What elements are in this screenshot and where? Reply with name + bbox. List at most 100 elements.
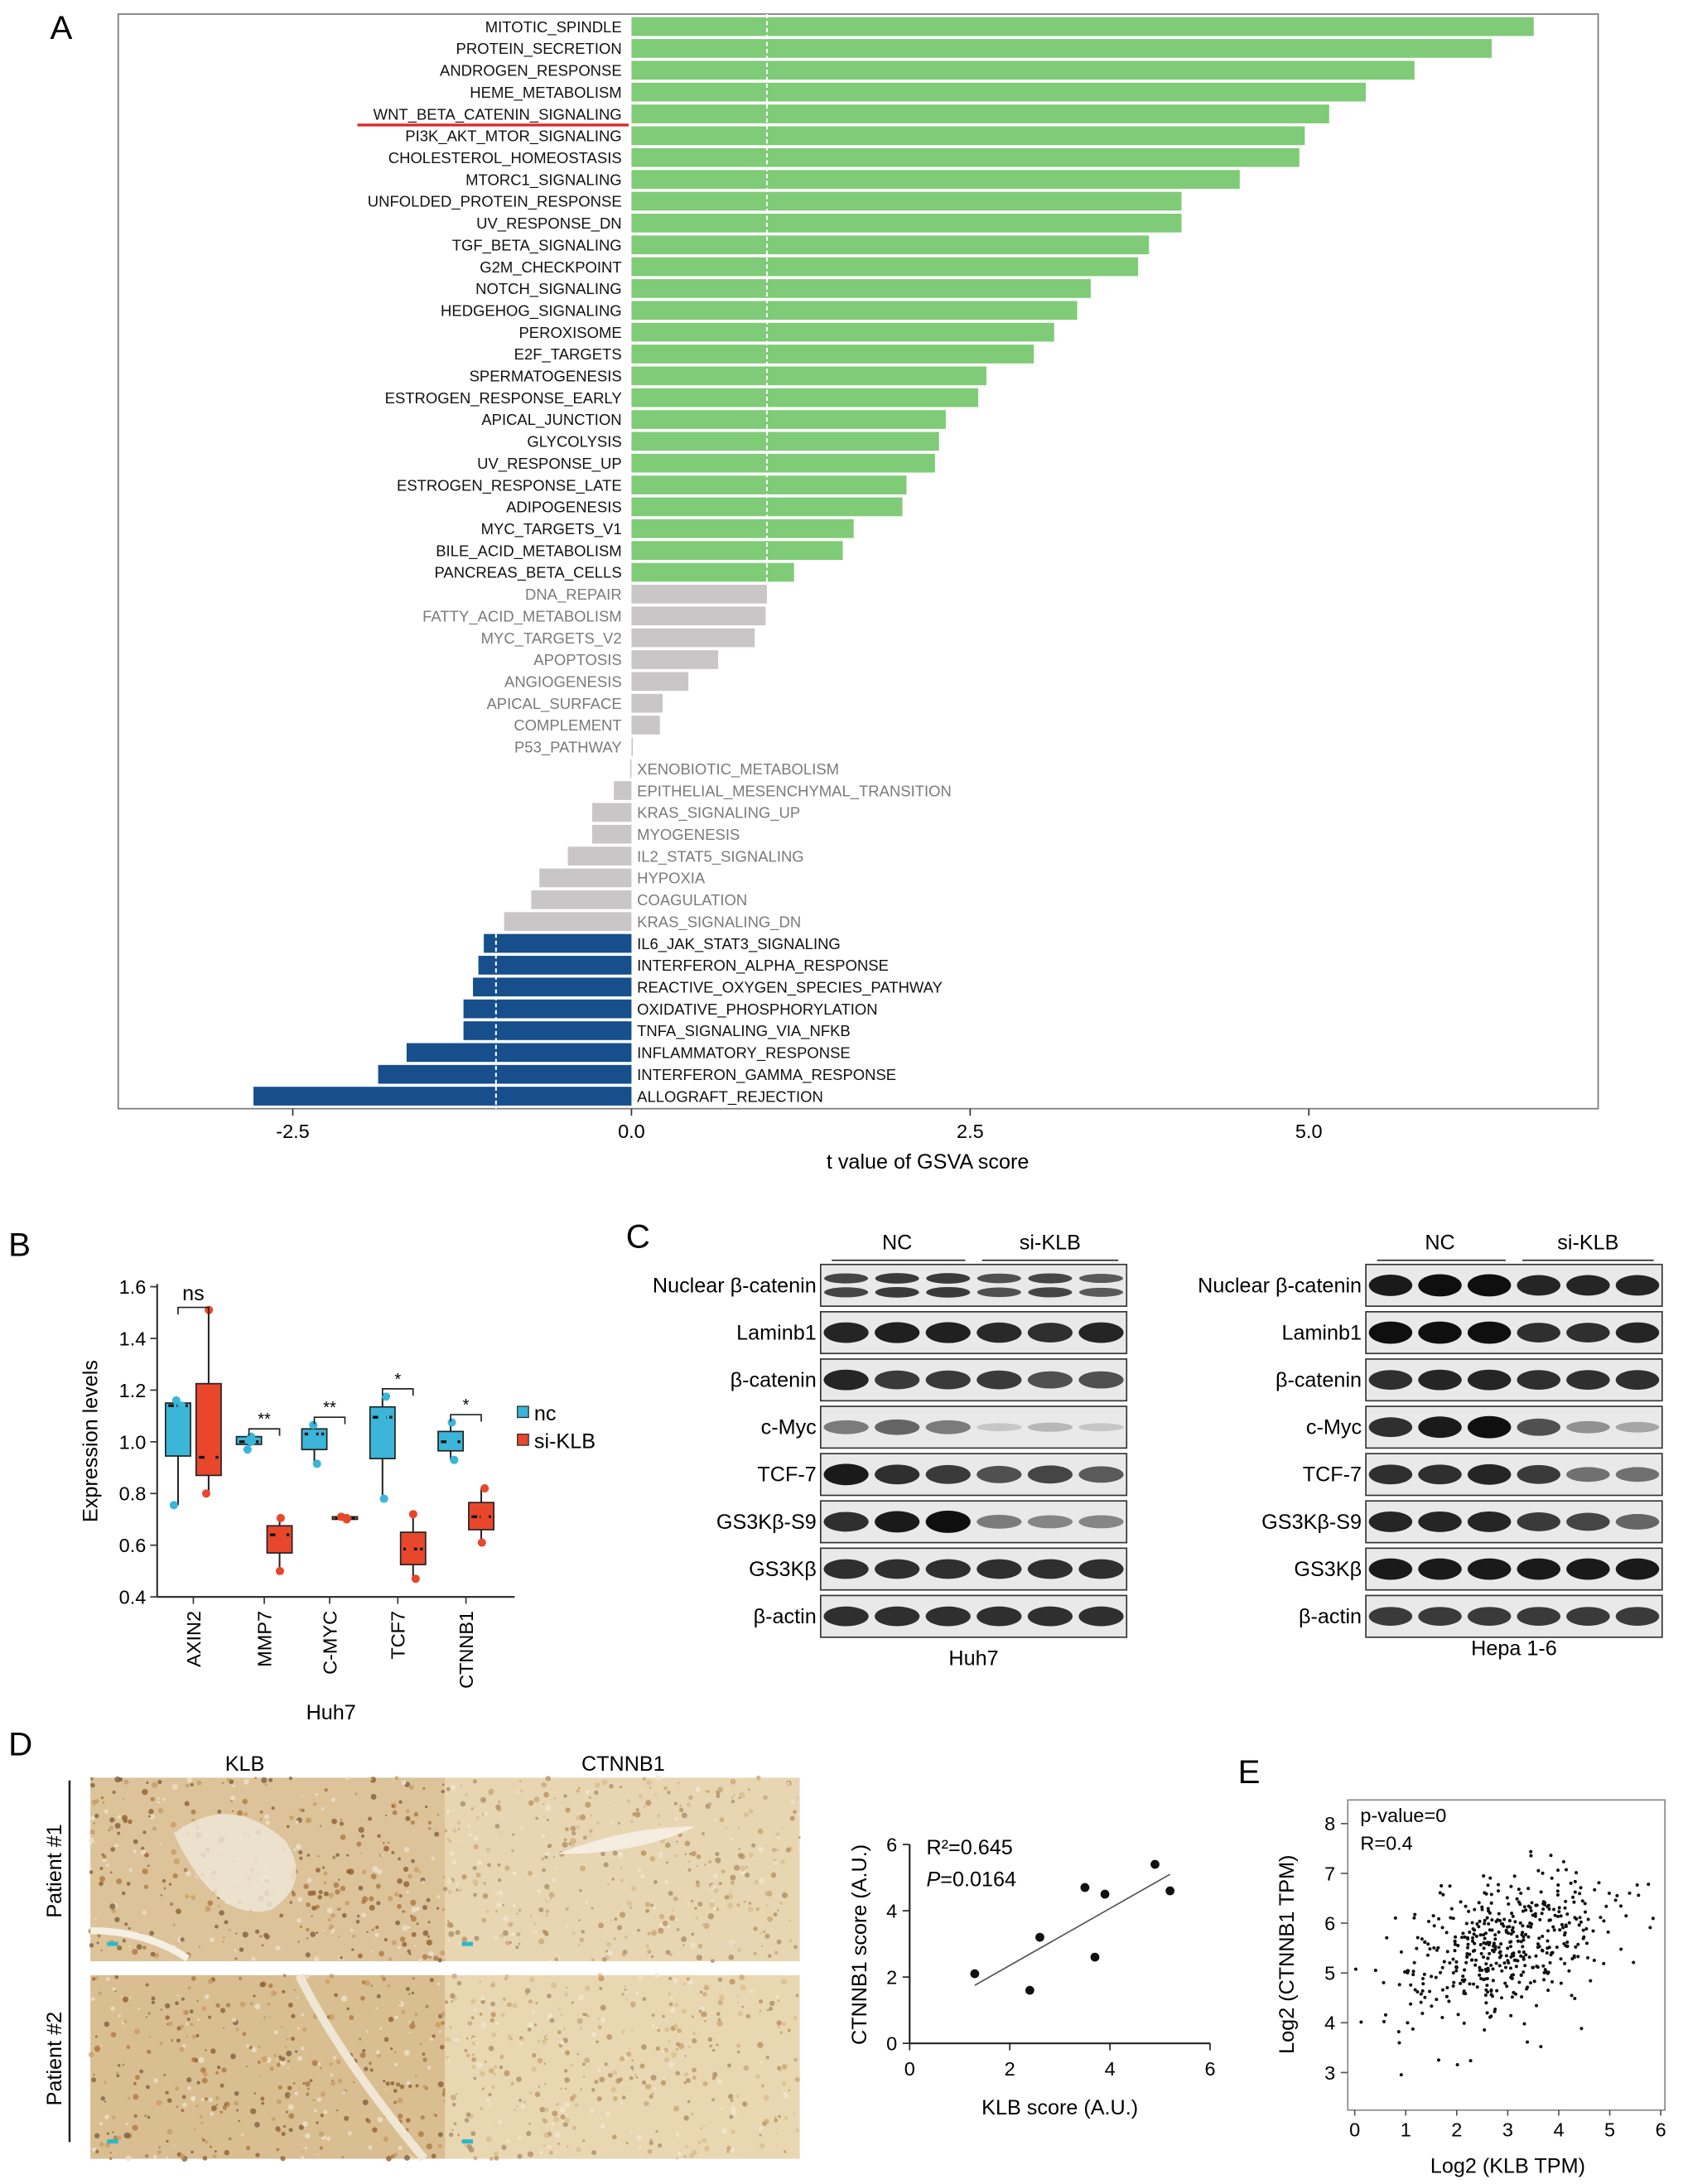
cell-nucleus: [696, 1883, 701, 1888]
cell-nucleus: [398, 1800, 403, 1804]
cell-nucleus: [145, 2085, 150, 2090]
cell-nucleus: [776, 1849, 779, 1851]
cell-nucleus: [122, 1797, 125, 1801]
cell-nucleus: [446, 1939, 450, 1942]
cell-nucleus: [434, 1831, 440, 1837]
cell-nucleus: [475, 1815, 480, 1820]
cell-nucleus: [503, 1916, 509, 1921]
data-point: [1403, 1969, 1407, 1974]
cell-nucleus: [645, 1800, 652, 1806]
x-axis-label: KLB score (A.U.): [981, 2096, 1138, 2119]
cell-nucleus: [431, 1856, 435, 1861]
cell-nucleus: [596, 2040, 599, 2044]
cell-nucleus: [182, 2009, 189, 2016]
cell-nucleus: [686, 2078, 691, 2084]
data-point: [1518, 1902, 1522, 1907]
cell-nucleus: [331, 1928, 335, 1932]
cell-nucleus: [736, 2050, 740, 2054]
data-point: [1406, 2021, 1410, 2025]
cell-nucleus: [286, 1825, 290, 1829]
y-axis-label: CTNNB1 score (A.U.): [848, 1844, 871, 2045]
data-point: [1541, 1871, 1545, 1875]
cell-nucleus: [315, 1904, 320, 1909]
cell-nucleus: [327, 1917, 331, 1922]
cell-nucleus: [747, 1788, 750, 1791]
cell-nucleus: [630, 2029, 634, 2032]
cell-nucleus: [707, 2037, 713, 2042]
cell-nucleus: [471, 2053, 475, 2056]
cell-nucleus: [518, 1942, 521, 1945]
protein-band: [977, 1606, 1022, 1627]
bar-label: IL6_JAK_STAT3_SIGNALING: [637, 935, 841, 953]
ihc-background: [445, 1974, 800, 2159]
cell-nucleus: [597, 2025, 602, 2030]
data-point: [1519, 1973, 1523, 1977]
cell-nucleus: [719, 1817, 725, 1823]
data-point: [1528, 1981, 1532, 1985]
cell-nucleus: [304, 2147, 307, 2150]
cell-nucleus: [166, 2129, 173, 2135]
x-tick-label: 4: [1553, 2119, 1564, 2141]
bar-interferon_gamma_response: [378, 1064, 632, 1084]
cell-nucleus: [413, 1811, 419, 1817]
cell-nucleus: [368, 2061, 373, 2066]
protein-label: c-Myc: [1306, 1416, 1362, 1439]
cell-nucleus: [723, 1987, 726, 1990]
cell-nucleus: [136, 1944, 142, 1950]
cell-nucleus: [480, 2071, 485, 2077]
cell-nucleus: [457, 2133, 461, 2137]
cell-nucleus: [673, 2023, 678, 2029]
cell-nucleus: [333, 1882, 340, 1888]
cell-nucleus: [650, 1903, 654, 1907]
cell-nucleus: [582, 2139, 586, 2143]
cell-nucleus: [612, 2134, 617, 2140]
data-point: [1436, 2058, 1441, 2062]
cell-nucleus: [204, 2139, 209, 2144]
cell-nucleus: [144, 1868, 147, 1871]
data-point: [1454, 1935, 1458, 1939]
cell-nucleus: [268, 2016, 271, 2018]
cell-nucleus: [157, 1796, 160, 1800]
cell-nucleus: [416, 1922, 419, 1926]
cell-nucleus: [407, 2084, 412, 2089]
data-point: [970, 1969, 980, 1979]
data-point: [1553, 1913, 1557, 1917]
cell-nucleus: [422, 1880, 425, 1884]
cell-nucleus: [375, 2050, 380, 2055]
cell-nucleus: [311, 1906, 316, 1911]
cell-nucleus: [201, 2077, 208, 2084]
data-point: [1420, 1989, 1425, 1993]
cell-nucleus: [644, 1806, 646, 1808]
ihc-image-klb-patient-2: [88, 1973, 448, 2162]
cell-nucleus: [576, 1789, 580, 1793]
cell-nucleus: [662, 2049, 665, 2053]
cell-nucleus: [591, 1958, 595, 1962]
cell-nucleus: [104, 2080, 108, 2085]
cell-nucleus: [345, 1776, 350, 1780]
cell-nucleus: [190, 1782, 194, 1786]
x-tick-label: C-MYC: [319, 1611, 340, 1675]
cell-nucleus: [736, 2095, 740, 2098]
cell-nucleus: [440, 1950, 446, 1956]
bar-coagulation: [531, 890, 632, 909]
blot-strip: [819, 1358, 1128, 1402]
protein-band: [977, 1515, 1022, 1529]
cell-nucleus: [775, 1995, 779, 1999]
cell-nucleus: [115, 2071, 119, 2076]
cell-nucleus: [117, 1831, 121, 1835]
cell-nucleus: [407, 2021, 411, 2023]
protein-band: [1566, 1512, 1610, 1531]
cell-nucleus: [437, 2132, 443, 2138]
cell-nucleus: [715, 1857, 721, 1863]
cell-nucleus: [729, 1979, 735, 1985]
cell-nucleus: [619, 2056, 625, 2062]
cell-nucleus: [271, 1806, 275, 1810]
bar-label: NOTCH_SIGNALING: [475, 280, 622, 298]
cell-nucleus: [649, 1786, 652, 1790]
group-label-si: si-KLB: [1020, 1231, 1081, 1254]
cell-nucleus: [362, 1869, 367, 1874]
cell-nucleus: [619, 1786, 623, 1789]
cell-nucleus: [152, 1781, 158, 1788]
cell-nucleus: [674, 2003, 679, 2007]
cell-nucleus: [88, 2051, 94, 2058]
